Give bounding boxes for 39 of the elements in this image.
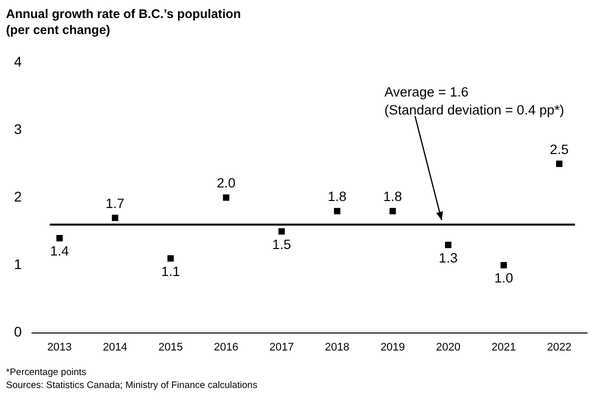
y-tick-label: 2 (14, 188, 22, 204)
data-label: 2.5 (550, 142, 569, 157)
data-label: 1.1 (161, 264, 180, 279)
data-label: 1.5 (272, 236, 292, 252)
x-tick-label: 2014 (102, 341, 128, 354)
data-label: 1.0 (494, 270, 514, 286)
data-label: 2.0 (216, 176, 236, 191)
ref-line-label: Average = 1.6 (Standard deviation = 0.4 pp*) (384, 84, 564, 118)
point (167, 255, 174, 262)
source-note: Sources: Statistics Canada; Ministry of Finance calculations (6, 379, 258, 392)
x-tick-label: 2022 (546, 341, 572, 354)
x-tick-label: 2016 (214, 341, 238, 354)
x-tick-label: 2017 (269, 341, 294, 354)
x-tick-label: 2021 (491, 341, 516, 354)
data-label: 1.8 (383, 189, 402, 204)
x-tick-label: 2019 (380, 341, 405, 354)
y-tick-label: 3 (14, 120, 22, 137)
point (56, 234, 63, 242)
y-tick-label: 1 (14, 256, 22, 272)
point (500, 262, 507, 268)
y-tick-label: 0 (14, 324, 22, 340)
point (278, 228, 285, 235)
point (334, 208, 340, 214)
x-tick-label: 2020 (436, 341, 460, 354)
data-label: 1.8 (328, 189, 347, 204)
point (556, 160, 562, 167)
chart-title: Annual growth rate of B.C.’s population (per cent change) (6, 6, 241, 38)
x-tick-label: 2018 (324, 341, 350, 354)
x-tick-label: 2013 (47, 341, 72, 354)
point (445, 242, 452, 248)
data-label: 1.4 (50, 244, 70, 259)
data-label: 1.7 (106, 196, 124, 211)
x-tick-label: 2015 (158, 341, 183, 354)
point (222, 194, 230, 201)
text: *Percentage points (6, 366, 88, 379)
data-label: 1.3 (438, 250, 458, 266)
y-tick-label: 4 (14, 53, 22, 70)
point (112, 214, 118, 222)
point (389, 208, 396, 214)
